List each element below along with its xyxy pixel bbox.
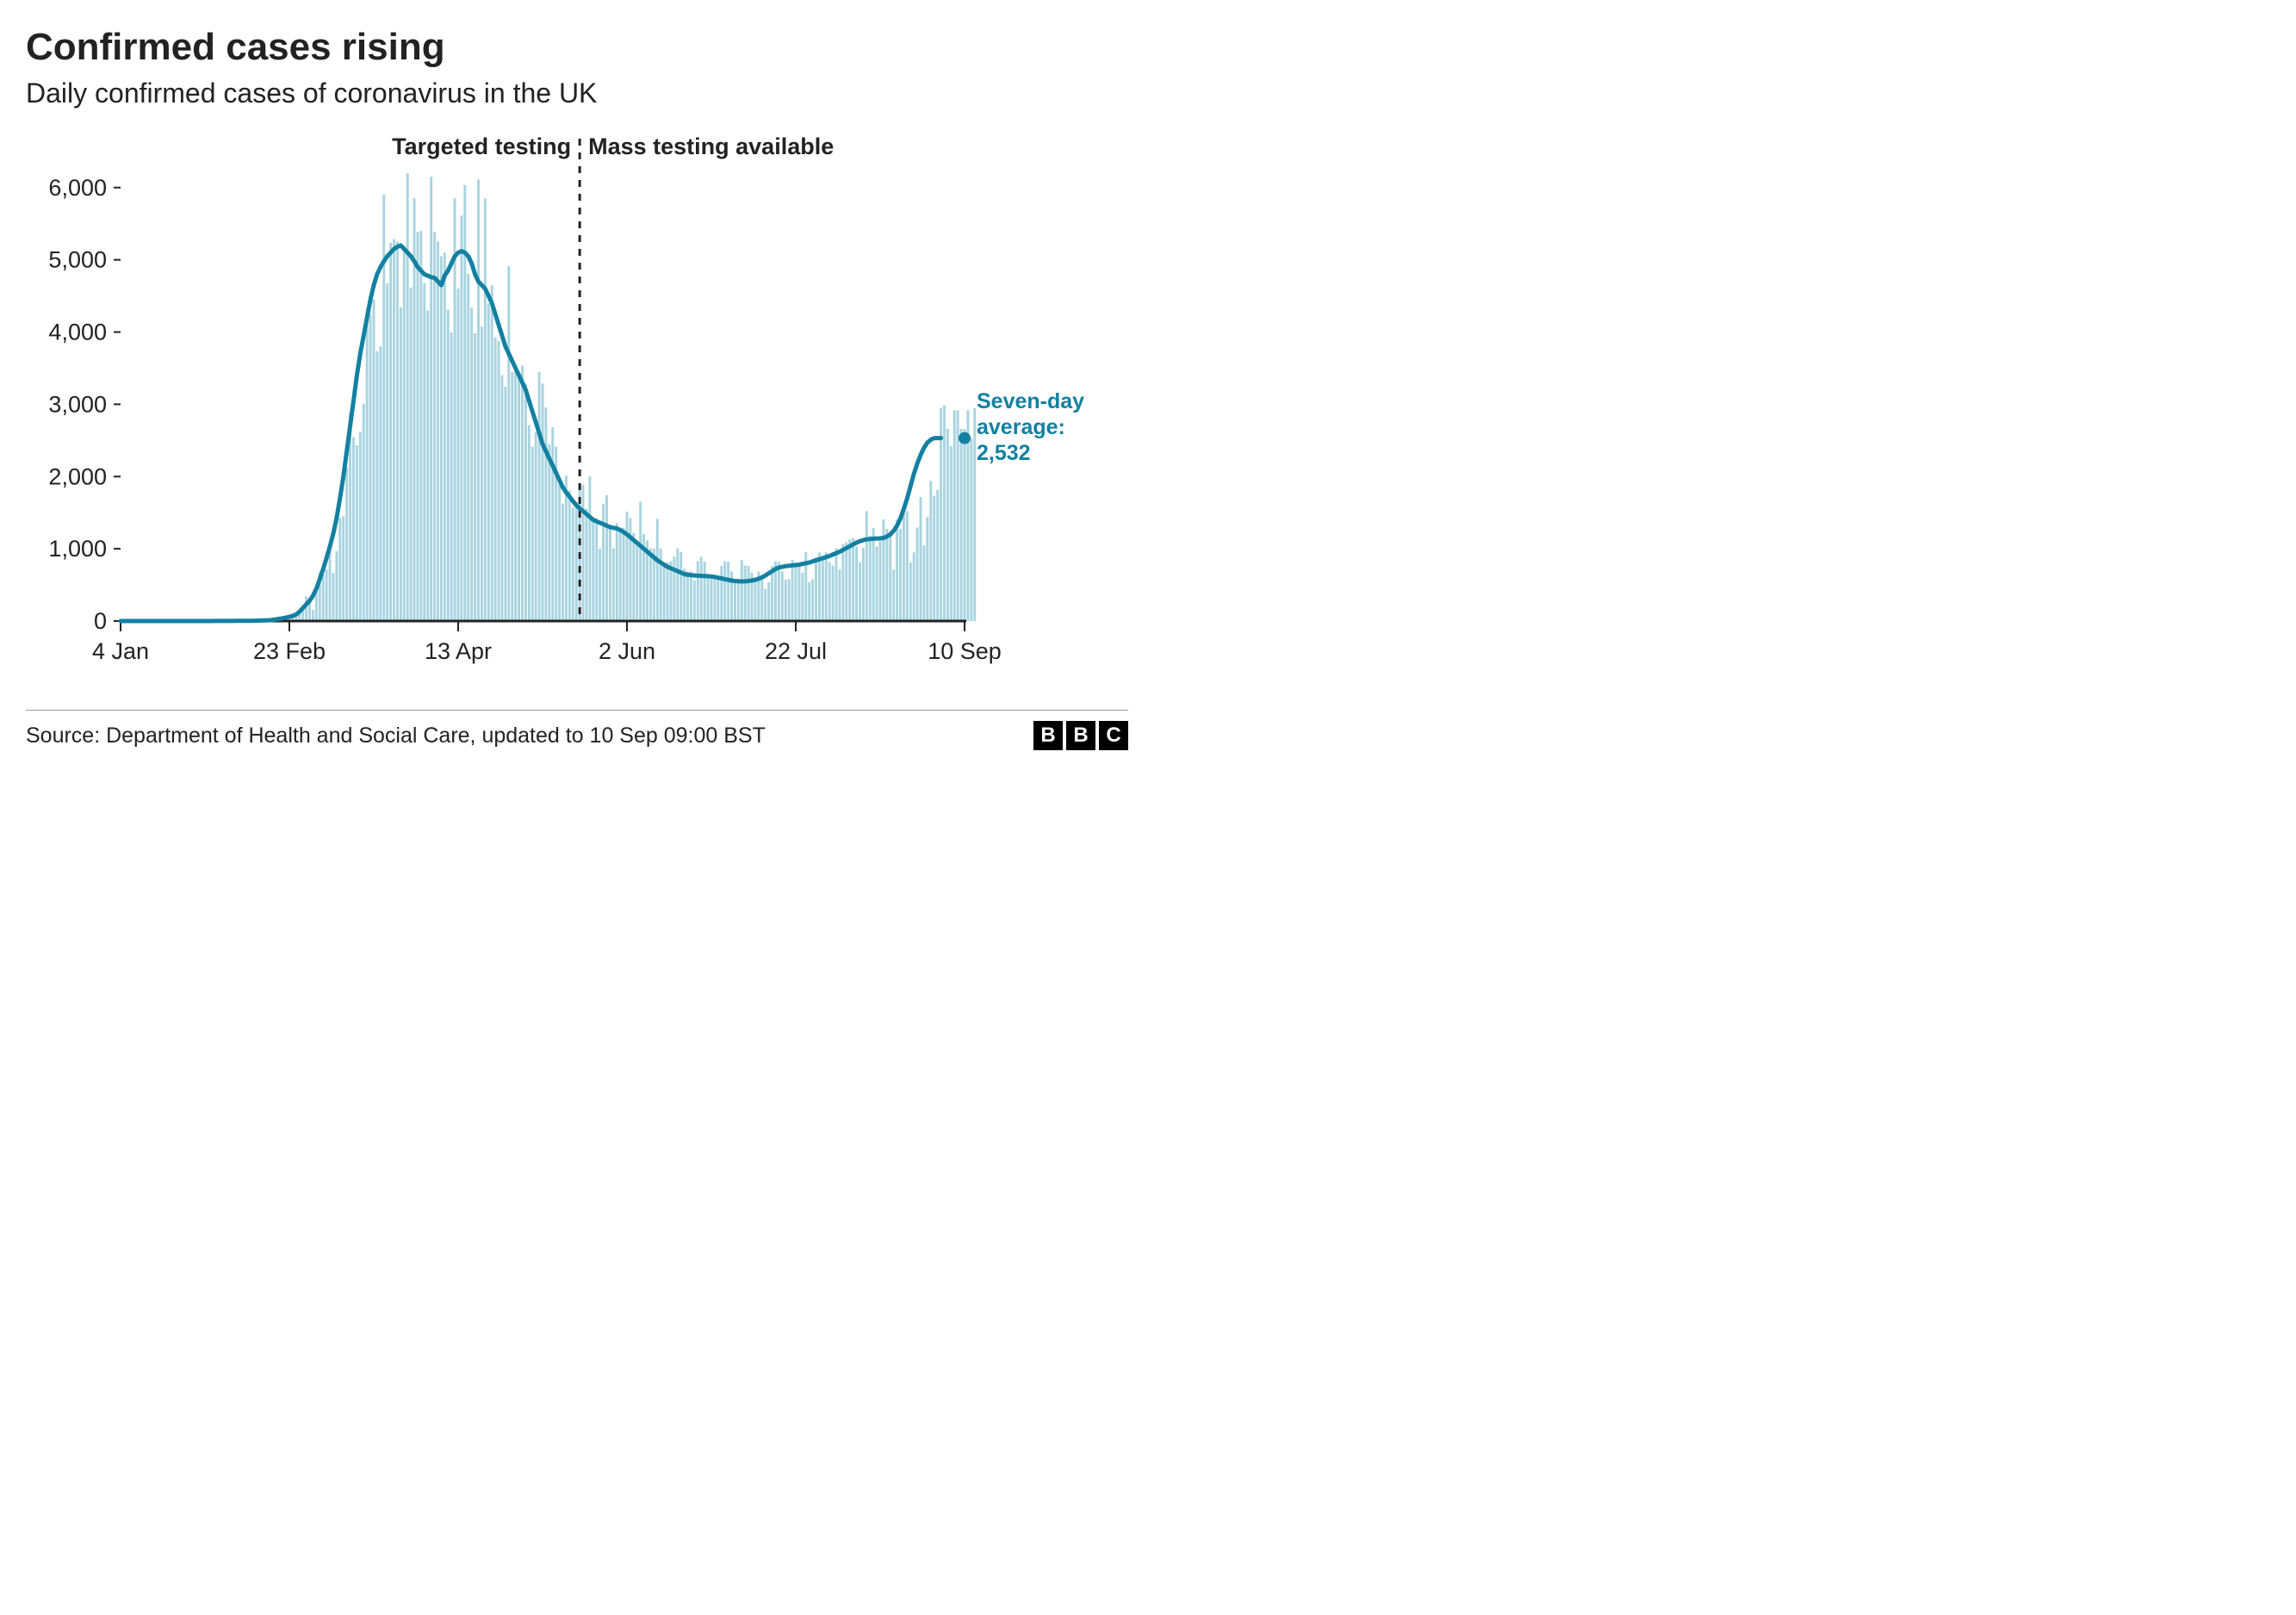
svg-text:1,000: 1,000 bbox=[48, 536, 107, 562]
svg-text:13 Apr: 13 Apr bbox=[425, 638, 492, 664]
bbc-logo-letter: B bbox=[1066, 721, 1095, 750]
svg-text:10 Sep: 10 Sep bbox=[928, 638, 1002, 664]
end-annotation: Seven-day average: 2,532 bbox=[977, 388, 1084, 466]
svg-text:23 Feb: 23 Feb bbox=[253, 638, 326, 664]
svg-text:0: 0 bbox=[94, 608, 107, 634]
chart-svg: 0 1,000 2,000 3,000 4,000 5,000 6,000 4 Jan 23 F… bbox=[26, 130, 1128, 690]
end-annotation-value: 2,532 bbox=[977, 440, 1084, 466]
svg-text:2,000: 2,000 bbox=[48, 463, 107, 489]
svg-text:4 Jan: 4 Jan bbox=[92, 638, 149, 664]
plot-area: 0 1,000 2,000 3,000 4,000 5,000 6,000 4 Jan 23 F… bbox=[26, 130, 1128, 694]
svg-text:4,000: 4,000 bbox=[48, 320, 107, 345]
svg-text:5,000: 5,000 bbox=[48, 247, 107, 273]
chart-subtitle: Daily confirmed cases of coronavirus in … bbox=[26, 78, 1128, 109]
phase-label-right: Mass testing available bbox=[588, 134, 834, 160]
svg-text:2 Jun: 2 Jun bbox=[599, 638, 655, 664]
source-row: Source: Department of Health and Social … bbox=[26, 710, 1128, 750]
phase-label-left: Targeted testing bbox=[392, 134, 571, 160]
bbc-logo-letter: B bbox=[1033, 721, 1063, 750]
chart-title: Confirmed cases rising bbox=[26, 26, 1128, 69]
source-text: Source: Department of Health and Social … bbox=[26, 724, 766, 748]
bbc-logo: B B C bbox=[1033, 721, 1128, 750]
chart-container: Confirmed cases rising Daily confirmed c… bbox=[26, 26, 1128, 750]
svg-text:6,000: 6,000 bbox=[48, 175, 107, 201]
bbc-logo-letter: C bbox=[1099, 721, 1128, 750]
end-annotation-line2: average: bbox=[977, 414, 1084, 440]
svg-text:22 Jul: 22 Jul bbox=[765, 638, 827, 664]
end-annotation-line1: Seven-day bbox=[977, 388, 1084, 414]
svg-text:3,000: 3,000 bbox=[48, 391, 107, 417]
